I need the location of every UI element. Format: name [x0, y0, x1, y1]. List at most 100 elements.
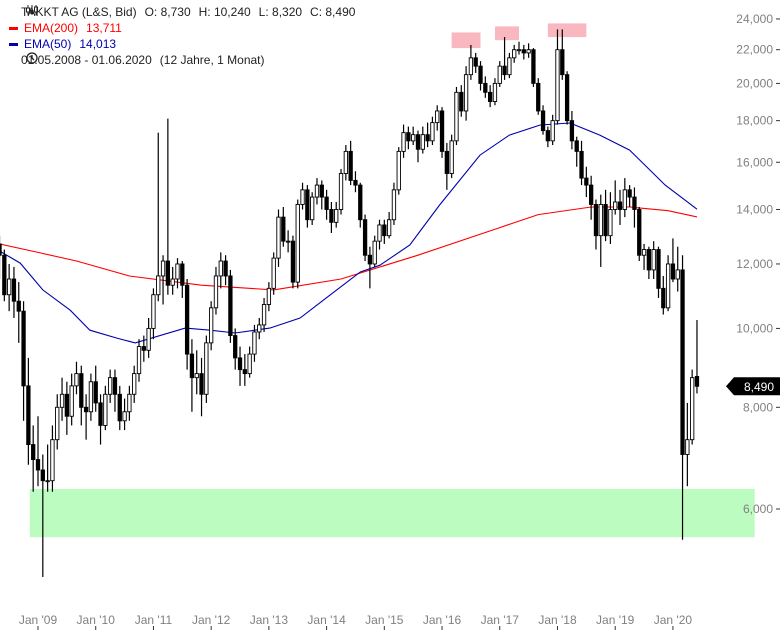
candle — [483, 76, 488, 98]
y-tick-label: 18,000 — [736, 114, 773, 128]
candle — [608, 192, 613, 244]
candle-body-up — [334, 209, 339, 223]
high-value: H: 10,240 — [198, 5, 251, 19]
candle-body-down — [521, 49, 526, 54]
candle — [319, 180, 324, 210]
candle-body-down — [593, 204, 599, 237]
candle — [252, 324, 257, 362]
candle-body-down — [531, 49, 536, 84]
candle — [122, 398, 127, 431]
candle — [358, 182, 363, 228]
candle — [646, 246, 652, 280]
candle-body-up — [170, 278, 175, 286]
candle-body-up — [55, 406, 60, 441]
ema50-value: 14,013 — [79, 37, 117, 51]
resistance-zone — [451, 32, 481, 49]
candle-body-down — [305, 189, 310, 221]
candle-body-up — [151, 294, 156, 329]
candle-body-down — [589, 184, 594, 205]
candle — [613, 180, 618, 215]
candle-body-up — [213, 275, 219, 309]
candle-body-up — [175, 263, 180, 280]
last-price-tag — [726, 377, 780, 396]
candle-body-down — [31, 444, 36, 461]
candle-body-up — [497, 65, 502, 84]
candle — [531, 48, 536, 87]
candle — [396, 147, 401, 195]
candle-body-down — [617, 201, 623, 210]
candle-body-up — [651, 249, 656, 271]
candle — [550, 114, 555, 146]
candle — [26, 357, 31, 465]
candle-body-up — [386, 219, 392, 237]
candle-body-down — [40, 469, 45, 482]
candle-body-down — [637, 209, 642, 256]
candle-body-up — [690, 377, 695, 441]
candle — [468, 44, 474, 80]
candle-body-up — [69, 385, 74, 417]
candle — [362, 214, 368, 262]
candle-body-up — [285, 240, 291, 243]
candle — [204, 335, 209, 403]
candle-body-down — [579, 150, 584, 179]
candle — [117, 385, 122, 431]
candle-body-up — [516, 49, 522, 52]
candle-body-down — [362, 219, 368, 256]
candle-body-down — [93, 381, 98, 404]
candle — [175, 258, 180, 289]
duration: (12 Jahre, 1 Monat) — [159, 53, 265, 67]
candle — [218, 252, 223, 289]
candle — [285, 230, 291, 253]
candle — [411, 126, 416, 146]
candle — [540, 105, 546, 135]
candle-body-down — [444, 150, 449, 174]
candle-body-down — [141, 346, 146, 351]
candle — [88, 373, 94, 421]
candle-body-up — [252, 331, 257, 355]
candle-body-up — [103, 393, 108, 426]
candle — [348, 140, 353, 186]
y-tick-label: 10,000 — [736, 321, 773, 335]
candle-body-up — [88, 381, 94, 413]
candle — [459, 85, 464, 117]
y-tick-label: 8,000 — [743, 400, 773, 414]
candle-body-down — [83, 406, 89, 413]
candle-body-up — [391, 189, 397, 221]
candle — [536, 78, 541, 115]
candle-body-up — [218, 260, 223, 277]
candle-body-down — [189, 353, 195, 379]
candle-body-down — [242, 369, 247, 375]
candle-body-up — [507, 57, 512, 76]
x-tick-label: Jan '11 — [135, 613, 173, 627]
candle-body-up — [194, 373, 199, 379]
candle — [401, 124, 406, 158]
candle — [382, 219, 387, 244]
candle-body-up — [271, 257, 276, 289]
candle-body-down — [473, 57, 478, 67]
support-zone — [29, 488, 755, 538]
candle-body-down — [228, 275, 233, 337]
candle-body-down — [233, 335, 238, 359]
candle — [31, 425, 36, 492]
x-tick-label: Jan '14 — [307, 613, 346, 627]
candle — [367, 246, 373, 289]
candle-body-down — [661, 287, 666, 309]
x-tick-label: Jan '10 — [77, 613, 116, 627]
ema50-label: EMA(50) — [24, 37, 72, 51]
candle — [454, 86, 459, 146]
candle — [406, 126, 411, 150]
candle-body-down — [670, 263, 676, 280]
candle — [213, 266, 219, 315]
candle — [93, 365, 98, 412]
candle-body-up — [377, 224, 382, 242]
candle — [343, 145, 348, 181]
candle — [314, 178, 320, 205]
candle-body-down — [627, 189, 632, 198]
candle — [271, 252, 276, 295]
candle-body-up — [550, 120, 555, 142]
candle — [334, 201, 339, 228]
candle-body-down — [324, 196, 329, 210]
candle — [50, 425, 55, 492]
candle — [40, 454, 45, 578]
